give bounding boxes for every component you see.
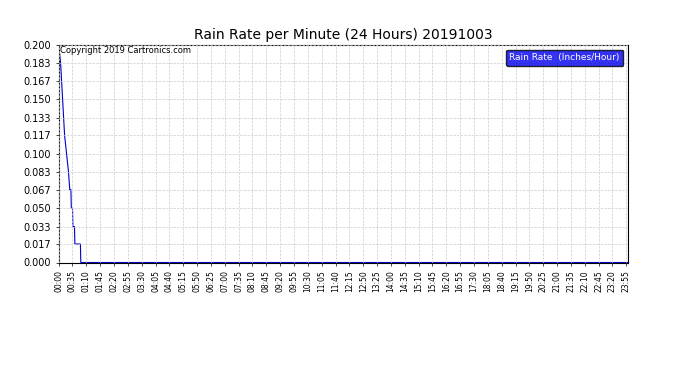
Text: Copyright 2019 Cartronics.com: Copyright 2019 Cartronics.com bbox=[60, 46, 191, 55]
Title: Rain Rate per Minute (24 Hours) 20191003: Rain Rate per Minute (24 Hours) 20191003 bbox=[194, 28, 493, 42]
Legend: Rain Rate  (Inches/Hour): Rain Rate (Inches/Hour) bbox=[506, 50, 623, 66]
